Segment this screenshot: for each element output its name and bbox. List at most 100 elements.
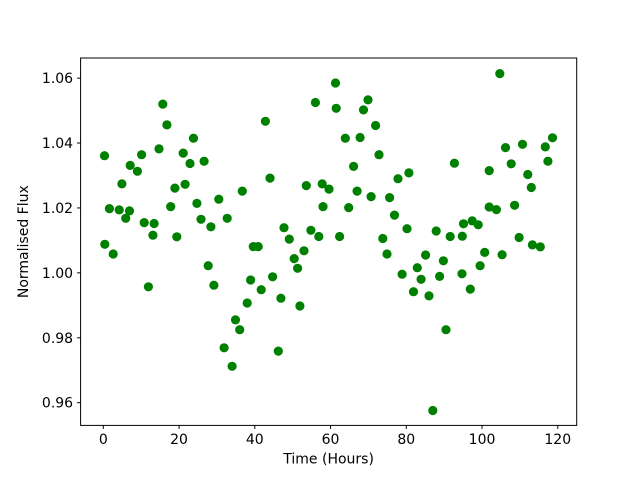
data-point [535,242,545,252]
data-point [340,133,350,143]
y-tick-label: 0.98 [42,331,73,347]
data-point [230,315,241,325]
data-point [382,249,392,259]
data-point [114,205,124,215]
data-point [219,343,229,353]
data-point [480,247,490,257]
y-axis-label: Normalised Flux [16,185,32,298]
data-point [185,158,195,169]
x-tick-label: 20 [170,432,188,448]
data-point [428,405,438,416]
data-point [543,156,553,166]
data-point [260,116,270,126]
data-point [484,202,494,212]
plot-area: 0 20 40 60 80 100 120 0.96 0.98 1.00 1.02 1.04 1.06 [42,57,578,448]
data-point [310,97,320,108]
data-point [196,214,206,224]
data-point [509,200,520,210]
data-point [276,293,286,303]
data-point [378,233,388,244]
data-point [180,179,190,189]
data-point [139,218,149,228]
data-point [246,275,256,285]
data-point [117,179,127,189]
data-point [124,206,135,216]
data-point [99,151,110,161]
data-point [306,225,316,235]
data-point [473,220,483,230]
data-point [438,256,448,266]
data-point [435,271,445,281]
data-point [431,226,441,236]
data-point [299,246,309,256]
data-point [335,231,345,242]
data-point [137,150,147,160]
data-point [256,285,266,295]
y-tick-label: 1.02 [42,201,73,217]
data-point [108,249,118,259]
data-point [441,325,451,335]
data-point [199,156,209,166]
data-point [457,269,467,279]
data-point [344,203,354,213]
data-point [125,160,135,170]
data-point [143,282,153,292]
data-point [237,186,247,196]
x-tick-label: 60 [322,432,340,448]
data-point [385,193,395,203]
data-point [100,239,110,249]
data-point [284,234,294,244]
data-point [295,301,305,311]
data-point [314,231,324,242]
data-point [293,263,303,273]
data-point [227,361,237,371]
data-point [121,213,131,223]
data-point [404,168,414,178]
data-point [158,99,168,109]
data-point [170,183,180,193]
data-point [497,250,507,260]
data-point [279,223,289,233]
data-point [495,69,505,79]
data-point [203,261,213,271]
data-point [517,139,528,149]
data-point [374,150,384,160]
data-point [475,261,485,271]
data-point [408,287,419,297]
x-tick-label: 100 [469,432,496,448]
data-point [402,224,412,234]
data-point [484,166,494,176]
data-point [154,144,164,154]
x-tick-label: 80 [397,432,415,448]
data-point [506,159,516,169]
data-point [349,161,359,171]
data-point [514,232,524,243]
data-point [491,205,501,215]
data-point [166,202,176,212]
data-point [547,133,558,143]
y-tick-label: 1.06 [42,71,73,87]
data-point [265,173,275,183]
data-point [523,169,533,180]
data-point [416,274,426,284]
x-tick-label: 120 [544,432,571,448]
data-point [393,174,403,184]
data-point [457,231,467,241]
data-point [192,198,202,208]
data-point [366,192,376,202]
data-point [458,219,469,229]
data-point [330,78,341,88]
data-point [318,202,328,212]
data-point [104,204,114,214]
data-point [424,291,434,301]
data-point [421,250,431,260]
data-point [371,120,381,131]
x-tick-label: 0 [99,432,108,448]
data-point [412,263,422,273]
data-point [355,132,365,143]
data-point [317,179,327,189]
data-point [358,105,369,115]
data-point [331,103,341,113]
